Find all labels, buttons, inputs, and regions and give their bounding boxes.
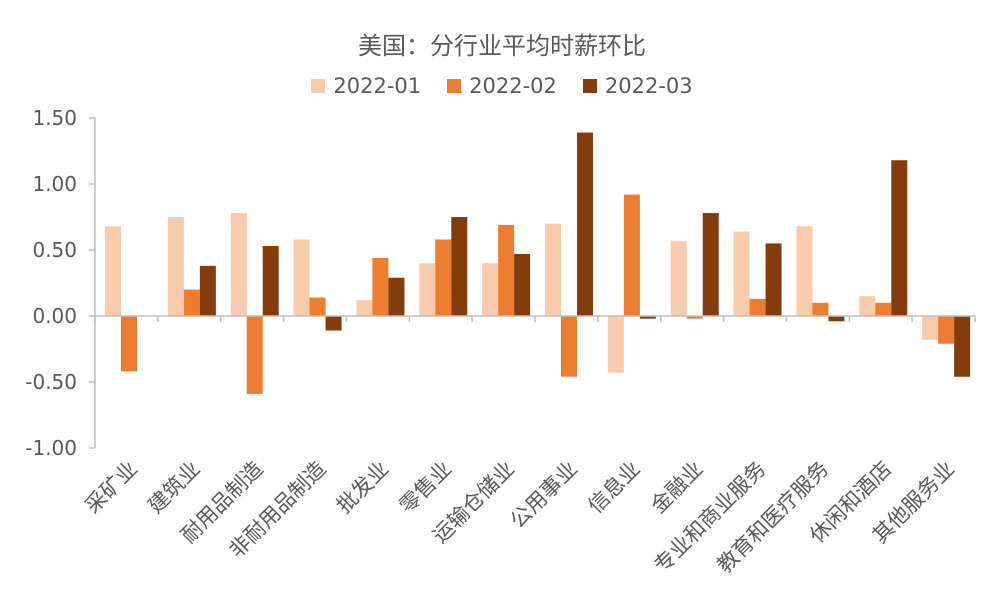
bar-series-1-1 — [105, 226, 121, 316]
bar-series-3-14 — [954, 316, 971, 377]
bar-series-2-5 — [372, 257, 389, 316]
legend-item-series-2: 2022-02 — [447, 74, 557, 98]
bar-series-2-14 — [938, 316, 955, 344]
bar-series-1-3 — [230, 213, 247, 316]
legend: 2022-01 2022-02 2022-03 — [0, 74, 1004, 98]
bar-series-3-8 — [577, 132, 593, 316]
bar-series-3-2 — [199, 265, 216, 316]
bar-series-2-2 — [183, 289, 200, 316]
legend-label-series-2: 2022-02 — [469, 74, 557, 98]
bar-series-3-12 — [828, 316, 845, 322]
bar-series-1-11 — [733, 231, 750, 316]
bar-series-3-11 — [765, 243, 782, 316]
bar-series-1-9 — [607, 316, 624, 373]
bar-series-3-4 — [325, 316, 342, 331]
y-tick-label: 1.00 — [32, 172, 77, 196]
legend-swatch-series-3 — [582, 79, 597, 93]
bar-series-1-6 — [419, 263, 436, 316]
bar-series-2-13 — [875, 302, 892, 316]
y-tick-label: 1.50 — [32, 106, 77, 130]
bar-series-3-7 — [514, 253, 531, 316]
legend-label-series-3: 2022-03 — [604, 74, 693, 98]
bar-series-2-9 — [623, 194, 640, 316]
bar-series-3-10 — [702, 213, 719, 316]
bar-series-2-3 — [246, 316, 263, 394]
bar-series-2-11 — [749, 298, 766, 316]
bar-series-3-6 — [451, 217, 468, 316]
x-tick-label: 零售业 — [395, 457, 457, 519]
bar-series-2-1 — [121, 316, 137, 372]
bar-series-1-12 — [796, 226, 813, 316]
x-tick-label: 金融业 — [646, 457, 708, 519]
x-tick-label: 建筑业 — [143, 457, 205, 519]
x-tick-label: 采矿业 — [80, 457, 142, 519]
bar-series-1-2 — [167, 217, 184, 316]
x-tick-label: 信息业 — [583, 457, 645, 519]
bar-series-2-7 — [498, 224, 515, 316]
bar-series-2-8 — [561, 316, 577, 377]
y-tick-label: -0.50 — [25, 370, 77, 394]
bar-series-2-6 — [435, 239, 452, 316]
bar-series-1-14 — [922, 316, 939, 340]
bar-series-3-5 — [388, 277, 405, 316]
bar-series-1-13 — [859, 296, 876, 316]
legend-swatch-series-1 — [311, 79, 326, 93]
bar-series-3-3 — [262, 246, 279, 316]
bar-series-1-5 — [356, 300, 373, 316]
y-tick-label: 0.50 — [32, 238, 77, 262]
x-tick-label: 教育和医疗服务 — [712, 457, 833, 578]
bar-series-1-8 — [545, 223, 561, 316]
y-tick-label: -1.00 — [25, 436, 77, 460]
bar-series-3-13 — [891, 160, 908, 316]
bar-series-2-4 — [309, 297, 326, 316]
y-tick-label: 0.00 — [32, 304, 77, 328]
bar-series-1-4 — [293, 239, 310, 316]
bar-series-2-12 — [812, 302, 829, 316]
bar-series-1-10 — [670, 240, 687, 316]
bar-series-2-10 — [686, 316, 703, 319]
legend-label-series-1: 2022-01 — [333, 74, 422, 98]
x-tick-label: 专业和商业服务 — [650, 457, 771, 578]
x-tick-label: 公用事业 — [506, 457, 582, 533]
chart-title: 美国：分行业平均时薪环比 — [358, 32, 646, 60]
x-tick-label: 批发业 — [332, 457, 394, 519]
legend-item-series-3: 2022-03 — [582, 74, 693, 98]
legend-swatch-series-2 — [447, 79, 462, 93]
legend-item-series-1: 2022-01 — [311, 74, 421, 98]
bar-series-1-7 — [482, 263, 499, 316]
bar-series-3-9 — [639, 316, 656, 319]
